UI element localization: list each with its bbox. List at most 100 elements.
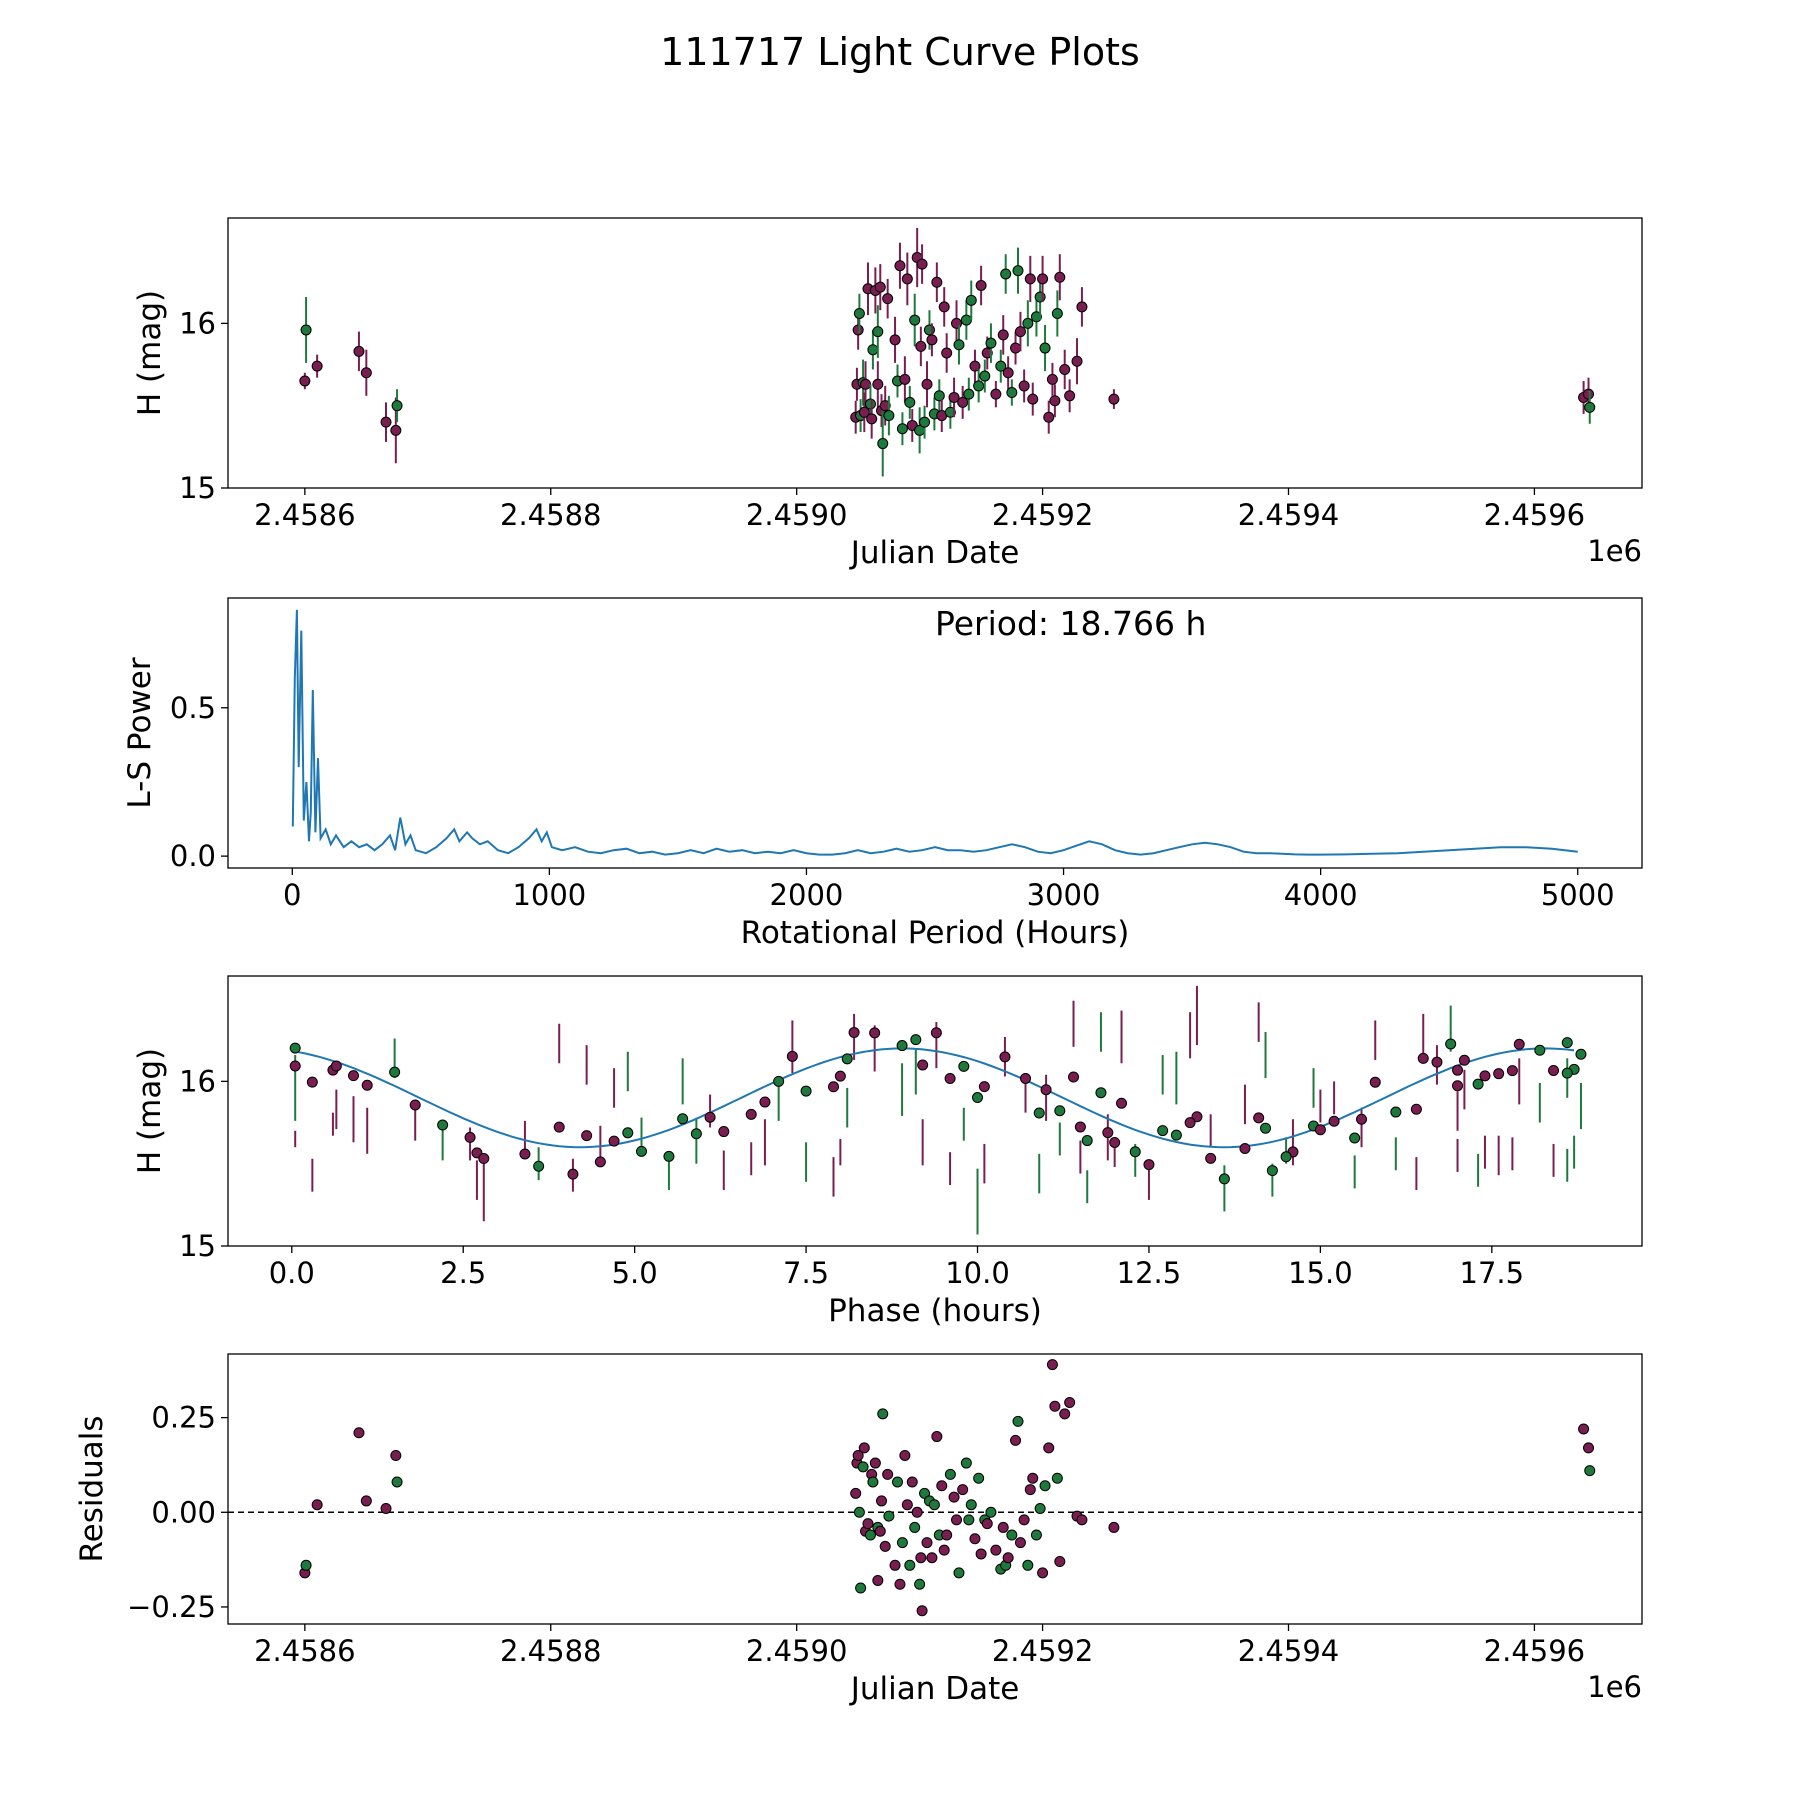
data-point xyxy=(1260,1122,1272,1134)
data-point xyxy=(786,1050,798,1062)
data-point xyxy=(1043,411,1055,423)
data-point xyxy=(1390,1106,1402,1118)
residual-point xyxy=(981,1518,993,1530)
residual-point xyxy=(883,1510,895,1522)
data-point xyxy=(1205,1152,1217,1164)
residual-point xyxy=(1024,1484,1036,1496)
data-point xyxy=(921,378,933,390)
residual-point xyxy=(1037,1567,1049,1579)
figure-title: 111717 Light Curve Plots xyxy=(660,30,1140,74)
panel-periodogram: 0 1000 2000 3000 4000 5000 0.0 0.5 Period: 18.… xyxy=(122,597,1643,951)
residual-point xyxy=(938,1544,950,1556)
data-point xyxy=(979,370,991,382)
data-point xyxy=(1068,1071,1080,1083)
data-point xyxy=(916,258,928,270)
data-point xyxy=(353,345,365,357)
data-point xyxy=(930,1027,942,1039)
x-tick-label: 12.5 xyxy=(1117,1256,1182,1290)
data-point xyxy=(904,396,916,408)
x-tick-label: 7.5 xyxy=(783,1256,829,1290)
x-tick-label: 2.4586 xyxy=(254,498,355,532)
residual-point xyxy=(1064,1396,1076,1408)
residual-point xyxy=(969,1533,981,1545)
data-point xyxy=(858,406,870,418)
data-point xyxy=(409,1099,421,1111)
residual-point xyxy=(353,1427,365,1439)
data-point xyxy=(995,360,1007,372)
residual-point xyxy=(997,1521,1009,1533)
residual-point xyxy=(1006,1529,1018,1541)
data-point xyxy=(704,1111,716,1123)
data-point xyxy=(289,1060,301,1072)
data-point xyxy=(990,388,1002,400)
data-point xyxy=(311,360,323,372)
data-point xyxy=(1081,1135,1093,1147)
data-point xyxy=(841,1053,853,1065)
data-point xyxy=(519,1148,531,1160)
data-point xyxy=(622,1127,634,1139)
data-point xyxy=(969,360,981,372)
data-point xyxy=(1109,1136,1121,1148)
data-point xyxy=(882,293,894,305)
data-point xyxy=(1010,342,1022,354)
data-point xyxy=(1328,1115,1340,1127)
data-point xyxy=(718,1126,730,1138)
residual-point xyxy=(876,1495,888,1507)
x-tick-label: 4000 xyxy=(1284,878,1358,912)
data-point xyxy=(997,329,1009,341)
lightcurve-ylabel: H (mag) xyxy=(132,290,168,416)
data-point xyxy=(910,1034,922,1046)
data-point xyxy=(828,1081,840,1093)
data-point xyxy=(1493,1068,1505,1080)
residual-point xyxy=(894,1578,906,1590)
data-point xyxy=(390,424,402,436)
data-point xyxy=(901,273,913,285)
residual-point xyxy=(926,1552,938,1564)
residual-point xyxy=(1076,1514,1088,1526)
data-point xyxy=(874,281,886,293)
residual-point xyxy=(919,1487,931,1499)
residual-point xyxy=(1022,1559,1034,1571)
data-point xyxy=(869,1027,881,1039)
residual-point xyxy=(390,1449,402,1461)
data-point xyxy=(848,1026,860,1038)
data-point xyxy=(1040,1084,1052,1096)
residual-point xyxy=(944,1468,956,1480)
data-point xyxy=(1102,1127,1114,1139)
data-point xyxy=(894,260,906,272)
period-annotation: Period: 18.766 h xyxy=(935,604,1206,643)
residual-point xyxy=(1578,1423,1590,1435)
data-point xyxy=(553,1121,565,1133)
data-point xyxy=(1239,1142,1251,1154)
residual-point xyxy=(1043,1442,1055,1454)
data-point xyxy=(347,1070,359,1082)
residual-point xyxy=(936,1480,948,1492)
data-point xyxy=(1030,311,1042,323)
phased-frame xyxy=(227,975,1643,1247)
data-point xyxy=(581,1130,593,1142)
data-point xyxy=(608,1135,620,1147)
lightcurve-xlabel: Julian Date xyxy=(849,535,1020,571)
data-point xyxy=(1034,291,1046,303)
y-tick-label: −0.25 xyxy=(127,1590,216,1624)
x-tick-label: 2.4594 xyxy=(1238,1634,1339,1668)
y-tick-label: 15 xyxy=(179,471,216,505)
residuals-yticks: −0.25 0.00 0.25 xyxy=(127,1401,228,1624)
residual-point xyxy=(891,1476,903,1488)
x-tick-label: 10.0 xyxy=(945,1256,1010,1290)
data-point xyxy=(1071,355,1083,367)
data-point xyxy=(1191,1111,1203,1123)
data-point xyxy=(889,334,901,346)
residual-point xyxy=(990,1544,1002,1556)
residual-point xyxy=(911,1506,923,1518)
phased-xticks: 0.0 2.5 5.0 7.5 10.0 12.5 15.0 17.5 xyxy=(269,1246,1524,1290)
data-point xyxy=(933,390,945,402)
phased-xlabel: Phase (hours) xyxy=(828,1293,1042,1329)
x-tick-label: 5.0 xyxy=(612,1256,658,1290)
y-tick-label: 0.0 xyxy=(170,839,216,873)
data-point xyxy=(985,337,997,349)
data-point xyxy=(864,398,876,410)
